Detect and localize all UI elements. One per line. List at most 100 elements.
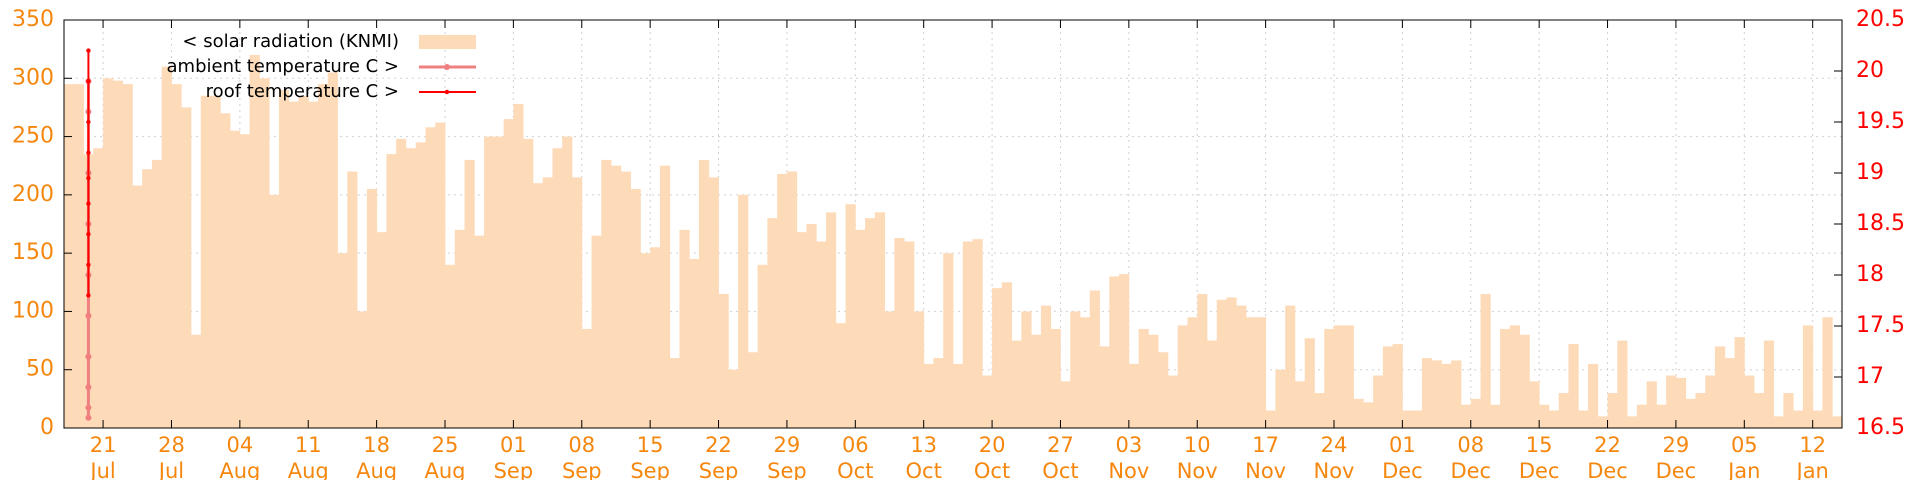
point xyxy=(86,175,91,181)
bar xyxy=(611,165,622,428)
bar xyxy=(132,185,143,428)
bar xyxy=(269,194,280,428)
bar xyxy=(1167,375,1179,428)
bar xyxy=(1089,290,1100,428)
bar xyxy=(855,229,866,428)
x-tick-label: Aug xyxy=(219,459,260,480)
x-tick-label: 29 xyxy=(1663,433,1690,457)
bar xyxy=(1480,293,1491,428)
x-tick-label: 01 xyxy=(500,433,527,457)
bar xyxy=(1177,325,1188,428)
bar xyxy=(640,253,651,428)
x-tick-label: Sep xyxy=(562,459,602,480)
bar xyxy=(484,136,495,429)
bar xyxy=(308,101,319,428)
x-tick-label: Dec xyxy=(1450,459,1491,480)
legend-label: < solar radiation (KNMI) xyxy=(182,31,399,52)
bar xyxy=(191,334,202,428)
y2-tick-label: 20 xyxy=(1856,58,1884,83)
bar xyxy=(1802,325,1814,428)
x-tick-label: 28 xyxy=(158,433,185,457)
x-tick-label: 22 xyxy=(1594,433,1621,457)
bar xyxy=(757,264,768,428)
bar xyxy=(93,148,104,428)
bar xyxy=(923,363,934,428)
x-tick-label: Sep xyxy=(494,459,534,480)
data xyxy=(64,48,1843,429)
bar xyxy=(103,78,114,429)
bar xyxy=(151,159,163,428)
bar xyxy=(591,235,602,428)
bar xyxy=(1656,404,1667,428)
y-tick-label: 200 xyxy=(12,182,54,207)
bar xyxy=(1382,346,1394,428)
bar xyxy=(347,171,358,429)
point xyxy=(85,312,92,319)
bar xyxy=(1421,358,1433,428)
bar xyxy=(806,224,817,428)
y2-tick-label: 18.5 xyxy=(1856,211,1905,236)
bar xyxy=(1197,293,1208,428)
bar xyxy=(845,204,856,428)
bar xyxy=(1021,311,1032,428)
bar xyxy=(552,148,563,428)
point xyxy=(85,353,92,360)
bar xyxy=(503,119,514,428)
x-tick-label: 20 xyxy=(979,433,1006,457)
bar xyxy=(1509,325,1521,428)
bar xyxy=(659,165,671,428)
x-tick-label: Aug xyxy=(356,459,397,480)
bar xyxy=(1558,393,1569,428)
bar xyxy=(1343,325,1354,428)
bar xyxy=(620,171,632,429)
bar xyxy=(474,235,485,428)
bar xyxy=(816,241,827,428)
bar xyxy=(1294,381,1306,428)
bar xyxy=(1099,346,1110,428)
point xyxy=(86,79,91,84)
y-tick-label: 0 xyxy=(40,415,54,440)
bar xyxy=(933,358,944,428)
x-tick-label: Jan xyxy=(1726,459,1760,480)
bar xyxy=(1040,305,1052,428)
bar xyxy=(142,169,153,428)
bar xyxy=(1461,404,1472,428)
bar xyxy=(1646,381,1657,428)
bar xyxy=(376,232,387,428)
bar xyxy=(1744,375,1755,428)
bar xyxy=(1304,338,1315,428)
bar xyxy=(327,72,338,428)
bar xyxy=(1246,317,1257,428)
bar xyxy=(523,138,534,428)
bar xyxy=(1539,404,1550,428)
bar xyxy=(1158,352,1169,428)
bar xyxy=(904,241,915,428)
legend-label: ambient temperature C > xyxy=(167,56,400,77)
point xyxy=(85,404,92,411)
x-tick-label: 01 xyxy=(1389,433,1416,457)
bar xyxy=(699,159,710,428)
bar xyxy=(259,78,270,429)
x-tick-label: 25 xyxy=(432,433,459,457)
bar xyxy=(513,103,524,428)
bar xyxy=(425,127,436,428)
bar xyxy=(1597,416,1608,428)
bar xyxy=(1666,375,1677,428)
bar xyxy=(1490,404,1501,428)
bar xyxy=(1685,398,1696,428)
bar xyxy=(1138,328,1149,428)
bar xyxy=(1353,398,1364,428)
bar xyxy=(1275,369,1286,428)
bar xyxy=(1207,340,1218,428)
bar xyxy=(718,293,729,428)
bar xyxy=(767,218,778,428)
bar xyxy=(318,84,329,428)
bar xyxy=(1470,398,1481,428)
x-tick-label: Dec xyxy=(1519,459,1560,480)
x-tick-label: 03 xyxy=(1115,433,1142,457)
bar xyxy=(1627,416,1638,428)
y2-tick-label: 17.5 xyxy=(1856,313,1905,338)
bar xyxy=(1763,340,1775,428)
bar xyxy=(1109,276,1120,428)
